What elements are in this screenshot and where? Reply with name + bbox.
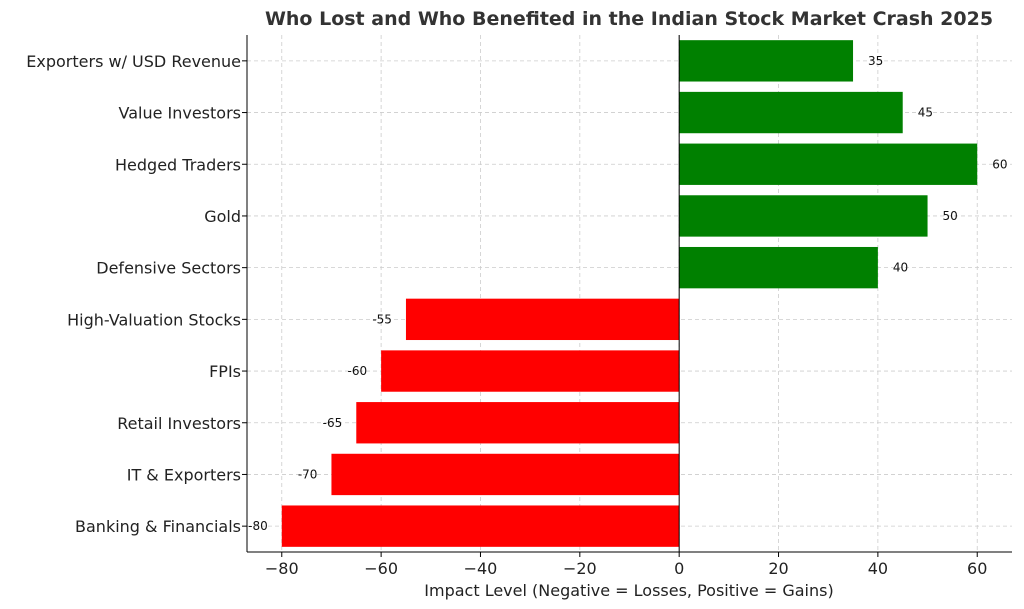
x-tick-label: 0 <box>674 559 684 578</box>
bar <box>679 91 903 134</box>
bar <box>381 350 680 392</box>
bar <box>405 298 680 341</box>
x-axis-label: Impact Level (Negative = Losses, Positiv… <box>424 581 833 600</box>
category-label: Defensive Sectors <box>96 259 241 278</box>
category-label: Gold <box>204 207 241 226</box>
bar-value-label: 35 <box>868 54 883 68</box>
bar <box>281 505 680 547</box>
axis-layer: −80 −60 −40 −20 0 20 40 60 Banking & Financials I… <box>26 35 1012 578</box>
bar-value-label: 60 <box>992 157 1007 171</box>
category-label: Exporters w/ USD Revenue <box>26 52 241 71</box>
x-tick-label: −20 <box>563 559 597 578</box>
category-label: Hedged Traders <box>115 155 241 174</box>
category-label: Retail Investors <box>117 414 241 433</box>
x-tick-label: −40 <box>464 559 498 578</box>
bar-value-label: -60 <box>348 364 368 378</box>
x-tick-label: 40 <box>868 559 888 578</box>
bar-value-label: 40 <box>893 261 908 275</box>
bar-value-label: -80 <box>248 519 268 533</box>
bar <box>679 143 978 185</box>
bar-value-label: -55 <box>372 312 392 326</box>
bar <box>679 195 928 237</box>
bar <box>679 246 878 289</box>
bar-value-label: -65 <box>323 416 343 430</box>
x-tick-label: −80 <box>265 559 299 578</box>
bar <box>356 402 680 444</box>
bar-layer: -80 -70 -65 -60 -55 40 50 60 45 35 <box>248 40 1008 547</box>
category-label: Value Investors <box>118 104 241 123</box>
bar-value-label: 50 <box>943 209 958 223</box>
category-label: High-Valuation Stocks <box>67 310 241 329</box>
chart-title: Who Lost and Who Benefited in the Indian… <box>265 8 993 30</box>
bar-value-label: 45 <box>918 106 933 120</box>
x-tick-label: 20 <box>768 559 788 578</box>
x-tick-label: 60 <box>967 559 987 578</box>
bar <box>331 453 680 496</box>
bar-value-label: -70 <box>298 467 318 481</box>
bar <box>679 40 854 82</box>
category-label: IT & Exporters <box>127 465 241 484</box>
x-tick-label: −60 <box>364 559 398 578</box>
category-label: Banking & Financials <box>75 517 241 536</box>
category-label: FPIs <box>209 362 241 381</box>
